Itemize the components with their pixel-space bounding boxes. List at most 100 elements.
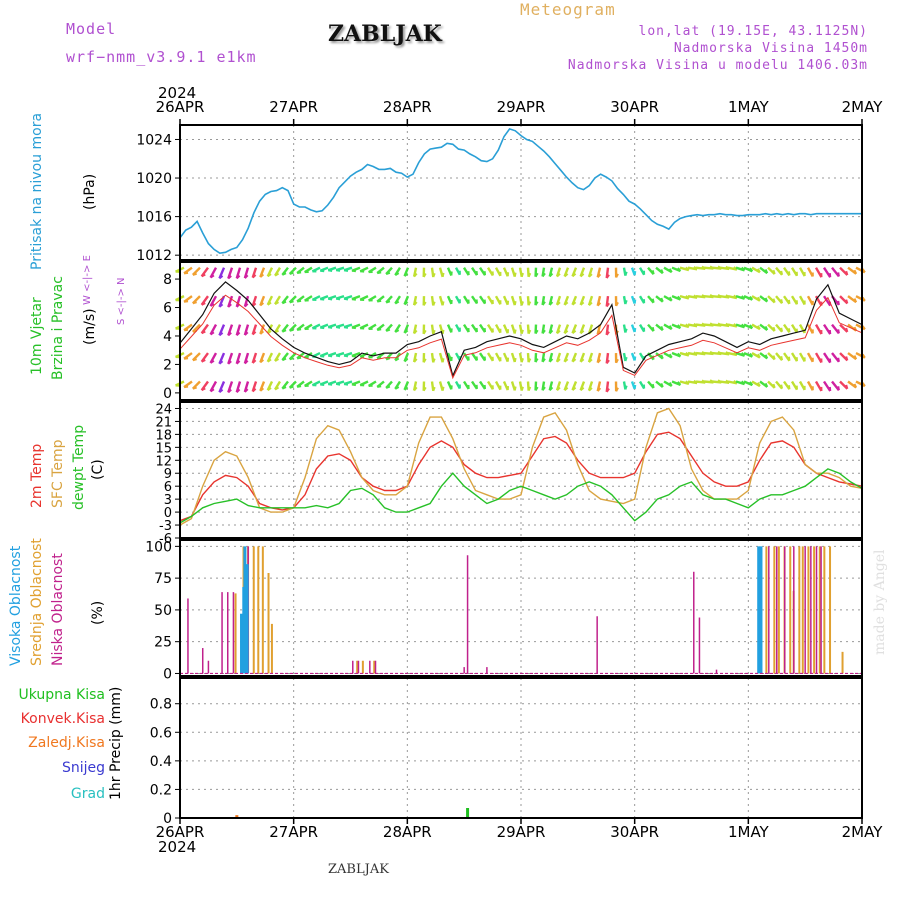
wind-arrow-head: [563, 273, 569, 278]
wind-arrow-head: [432, 329, 436, 335]
wind-arrow-head: [780, 327, 784, 332]
wind-arrow-head: [605, 274, 610, 279]
wind-arrow-head: [624, 271, 628, 276]
wind-arrow-head: [351, 326, 357, 330]
wind-arrow-head: [861, 296, 866, 302]
wind-arrow-head: [252, 388, 257, 393]
wind-arrow-head: [853, 269, 858, 275]
station-title: ZABLJAK: [328, 21, 442, 47]
y-tick-label: 1024: [136, 132, 172, 148]
wind-arrow-head: [320, 298, 325, 301]
y-tick-label: 6: [164, 480, 172, 495]
wind-arrow-head: [548, 386, 554, 391]
wind-arrow-head: [218, 360, 224, 365]
wind-arrow-head: [563, 386, 569, 392]
y-tick-label: 0.4: [150, 754, 172, 770]
wind-arrow-head: [377, 328, 382, 331]
wind-arrow-head: [548, 358, 554, 363]
wind-arrow-head: [563, 358, 569, 363]
wind-arrow-head: [677, 295, 682, 301]
wind-arrow-head: [605, 302, 610, 308]
panel-frame: [179, 539, 863, 677]
wind-arrow-head: [772, 355, 776, 360]
y-tick-label: -6: [159, 532, 172, 547]
wind-arrow-head: [534, 272, 539, 278]
wind-arrow-head: [413, 386, 418, 392]
wind-arrow-head: [289, 271, 294, 275]
wind-arrow-head: [677, 267, 682, 272]
wind-arrow-head: [227, 360, 232, 365]
wind-arrow-head: [385, 357, 391, 361]
wind-arrow-head: [668, 382, 673, 387]
wind-arrow-head: [837, 300, 840, 306]
wind-arrow-head: [571, 273, 577, 278]
wind-arrow-head: [218, 303, 224, 308]
wind-arrow-head: [520, 272, 524, 278]
x-tick-label: 27APR: [269, 98, 318, 116]
wind-arrow-head: [320, 355, 325, 358]
wind-arrow-head: [351, 383, 357, 387]
wind-arrow-head: [548, 301, 554, 306]
wind-arrow-head: [201, 330, 206, 335]
wind-arrow-head: [422, 329, 427, 335]
legend-snow: Snijeg: [61, 760, 105, 776]
wind-arrow-head: [741, 323, 746, 328]
wind-arrow-head: [772, 383, 776, 389]
wind-arrow-head: [281, 300, 287, 305]
wind-arrow-head: [756, 296, 761, 302]
model-altitude-label: Nadmorska Visina u modelu 1406.03m: [567, 58, 868, 73]
wind-arrow-head: [541, 358, 546, 363]
wind-arrow-head: [624, 356, 628, 362]
wind-arrow-head: [588, 301, 593, 307]
wind-arrow-head: [441, 272, 445, 278]
wind-arrow-head: [385, 328, 391, 332]
wind-arrow-head: [633, 384, 637, 390]
wind-arrow-head: [432, 386, 436, 392]
wind-arrow-head: [685, 266, 690, 271]
wind-arrow-head: [328, 383, 333, 386]
wind-arrow-head: [413, 272, 418, 278]
altitude-label: Nadmorska Visina 1450m: [673, 41, 868, 56]
wind-arrow-head: [441, 386, 445, 391]
wind-arrow-head: [563, 330, 569, 335]
wind-arrow-head: [733, 351, 738, 356]
wind-arrow-head: [441, 329, 445, 334]
wind-arrow-head: [296, 271, 302, 275]
wind-arrow-head: [244, 388, 249, 393]
wind-arrow-head: [513, 329, 517, 334]
wind-arrow-head: [413, 329, 418, 335]
wind-arrow-head: [377, 356, 382, 360]
wind-arrow-head: [267, 273, 272, 278]
wind-arrow-head: [624, 299, 628, 305]
wind-arrow-head: [227, 303, 232, 308]
model-name: wrf−nmm_v3.9.1 e1km: [66, 48, 257, 66]
wind-arrow-head: [281, 386, 287, 390]
wind-arrow-head: [432, 301, 436, 306]
wind-arrow-head: [289, 357, 294, 361]
wind-arrow-head: [422, 358, 427, 363]
wind-arrow-head: [837, 272, 840, 277]
wind-arrow-head: [201, 387, 206, 392]
x-tick-label: 28APR: [383, 823, 432, 841]
wind-arrow-head: [252, 359, 257, 364]
wind-arrow-head: [394, 386, 400, 390]
wind-arrow-head: [210, 331, 215, 336]
x-tick-label: 27APR: [269, 823, 318, 841]
wind-arrow-head: [335, 297, 341, 301]
wind-arrow-head: [244, 359, 249, 365]
y-tick-label: 15: [155, 441, 172, 456]
y-tick-label: 8: [163, 272, 172, 288]
y-tick-label: 18: [155, 428, 172, 443]
wind-arrow-head: [534, 301, 539, 306]
wind-arrow-head: [541, 386, 546, 391]
wind-arrow-head: [741, 380, 746, 385]
panel-frame: [179, 261, 863, 401]
wind-arrow-head: [394, 272, 400, 276]
wind-arrow-head: [772, 298, 776, 303]
wind-arrow-head: [764, 269, 769, 274]
wind-arrow-head: [651, 383, 655, 389]
y-tick-label: 100: [145, 539, 172, 555]
wind-arrow-head: [385, 385, 391, 389]
wind-arrow-head: [328, 354, 333, 358]
wind-arrow-head: [335, 354, 341, 358]
